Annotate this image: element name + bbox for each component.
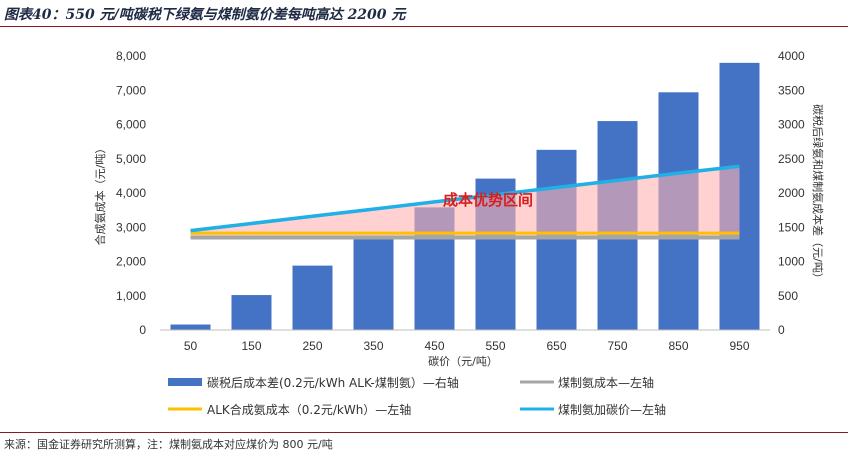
line-layer (190, 164, 740, 240)
left-tick-label: 2,000 (116, 255, 146, 269)
footer-rule (0, 432, 848, 433)
left-tick-label: 0 (139, 323, 146, 337)
left-tick-label: 6,000 (116, 118, 146, 132)
right-tick-label: 4000 (778, 49, 805, 63)
figure-title: 图表40：550 元/吨碳税下绿氨与煤制氨价差每吨高达 2200 元 (4, 7, 406, 23)
bar (231, 295, 272, 330)
left-tick-label: 7,000 (116, 83, 146, 97)
x-tick-label: 250 (302, 339, 322, 353)
y-axis-right-label: 碳税后绿氨和煤制氨成本差（元/吨） (811, 104, 825, 284)
right-tick-label: 2000 (778, 186, 805, 200)
right-tick-label: 3000 (778, 118, 805, 132)
left-tick-label: 8,000 (116, 49, 146, 63)
annotation-advantage: 成本优势区间 (443, 191, 533, 209)
x-tick-label: 650 (546, 339, 566, 353)
right-tick-label: 1500 (778, 220, 805, 234)
legend-swatch-bar (168, 378, 202, 386)
figure-footer: 来源：国金证券研究所测算，注：煤制氨成本对应煤价为 800 元/吨 (4, 438, 333, 451)
right-tick-label: 2500 (778, 152, 805, 166)
advantage-area (190, 166, 740, 238)
right-axis-ticks: 0 500 1000 1500 2000 2500 3000 3500 4000 (778, 49, 805, 337)
left-axis-ticks: 0 1,000 2,000 3,000 4,000 5,000 6,000 7,000 8,00… (116, 49, 146, 337)
legend-label-bar: 碳税后成本差(0.2元/kWh ALK-煤制氨）—右轴 (207, 375, 459, 390)
x-axis-ticks: 50 150 250 350 450 550 650 750 850 950 (184, 339, 750, 353)
right-tick-label: 3500 (778, 83, 805, 97)
bar (536, 149, 577, 330)
right-tick-label: 500 (778, 289, 798, 303)
x-tick-label: 150 (241, 339, 261, 353)
coal-plus-carbon-line (190, 164, 740, 233)
left-tick-label: 5,000 (116, 152, 146, 166)
x-tick-label: 450 (424, 339, 444, 353)
left-tick-label: 1,000 (116, 289, 146, 303)
left-tick-label: 4,000 (116, 186, 146, 200)
bar (353, 236, 394, 330)
chart: 0 1,000 2,000 3,000 4,000 5,000 6,000 7,000 8,00… (93, 49, 825, 417)
x-tick-label: 950 (729, 339, 749, 353)
x-tick-label: 850 (668, 339, 688, 353)
x-tick-label: 350 (363, 339, 383, 353)
legend-label-coal-carbon: 煤制氨加碳价—左轴 (558, 402, 666, 417)
x-tick-label: 50 (184, 339, 198, 353)
title-rule (0, 26, 848, 27)
bar (292, 265, 333, 330)
x-tick-label: 750 (607, 339, 627, 353)
bar (170, 324, 211, 330)
x-axis-label: 碳价（元/吨） (428, 354, 498, 368)
legend-label-alk: ALK合成氨成本（0.2元/kWh）—左轴 (207, 402, 411, 417)
legend-label-coal: 煤制氨成本—左轴 (558, 375, 654, 390)
x-tick-label: 550 (485, 339, 505, 353)
right-tick-label: 0 (778, 323, 785, 337)
y-axis-left-label: 合成氨成本（元/吨） (93, 143, 107, 246)
left-tick-label: 3,000 (116, 220, 146, 234)
right-tick-label: 1000 (778, 255, 805, 269)
